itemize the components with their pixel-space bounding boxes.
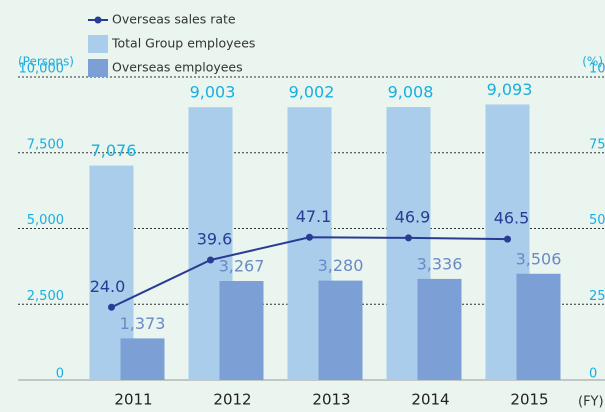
legend-swatch [88, 35, 108, 53]
y-tick-label: 10,000 [19, 62, 65, 77]
x-tick-label: 2011 [114, 391, 152, 409]
y2-tick-label: 25 [589, 289, 605, 304]
y2-tick-label: 75 [589, 137, 605, 152]
y-tick-label: 0 [56, 367, 64, 382]
x-tick-label: 2012 [213, 391, 251, 409]
bar [120, 338, 165, 380]
bar [417, 278, 462, 380]
line-label: 24.0 [90, 277, 126, 296]
bar [318, 280, 363, 380]
y-axis-label: (Persons) [18, 55, 74, 69]
bar-label: 9,002 [289, 83, 335, 102]
line-point [108, 303, 115, 311]
y-tick-label: 7,500 [27, 137, 64, 152]
bar-label: 7,076 [91, 141, 137, 160]
line-point [504, 235, 511, 243]
bar-label: 9,008 [388, 83, 434, 102]
bar [516, 273, 561, 380]
bar [219, 281, 264, 380]
legend-label: Overseas sales rate [112, 12, 236, 27]
legend-dot [94, 16, 102, 24]
bar-label: 3,267 [219, 257, 265, 276]
x-axis-label: (FY) [578, 395, 604, 410]
line-point [405, 234, 412, 242]
y2-tick-label: 0 [589, 367, 597, 382]
line-label: 46.5 [494, 209, 530, 228]
x-tick-label: 2014 [411, 391, 449, 409]
line-point [306, 233, 313, 241]
line-point [207, 256, 214, 264]
bar-label: 1,373 [120, 314, 166, 333]
bar-label: 3,336 [417, 254, 463, 273]
bar-label: 9,003 [190, 83, 236, 102]
x-tick-label: 2015 [510, 391, 548, 409]
bar-label: 3,506 [516, 249, 562, 268]
legend-label: Total Group employees [111, 36, 255, 51]
legend-swatch [88, 59, 108, 77]
y2-tick-label: 100 [589, 62, 605, 77]
bar-label: 3,280 [318, 256, 364, 275]
line-label: 47.1 [296, 207, 332, 226]
y-tick-label: 5,000 [27, 213, 64, 228]
y2-axis-label: (%) [582, 55, 603, 69]
y2-tick-label: 50 [589, 213, 605, 228]
y-tick-label: 2,500 [27, 289, 64, 304]
x-tick-label: 2013 [312, 391, 350, 409]
bar-label: 9,093 [487, 80, 533, 99]
legend-label: Overseas employees [112, 60, 243, 75]
line-label: 46.9 [395, 207, 431, 226]
line-label: 39.6 [197, 230, 233, 249]
